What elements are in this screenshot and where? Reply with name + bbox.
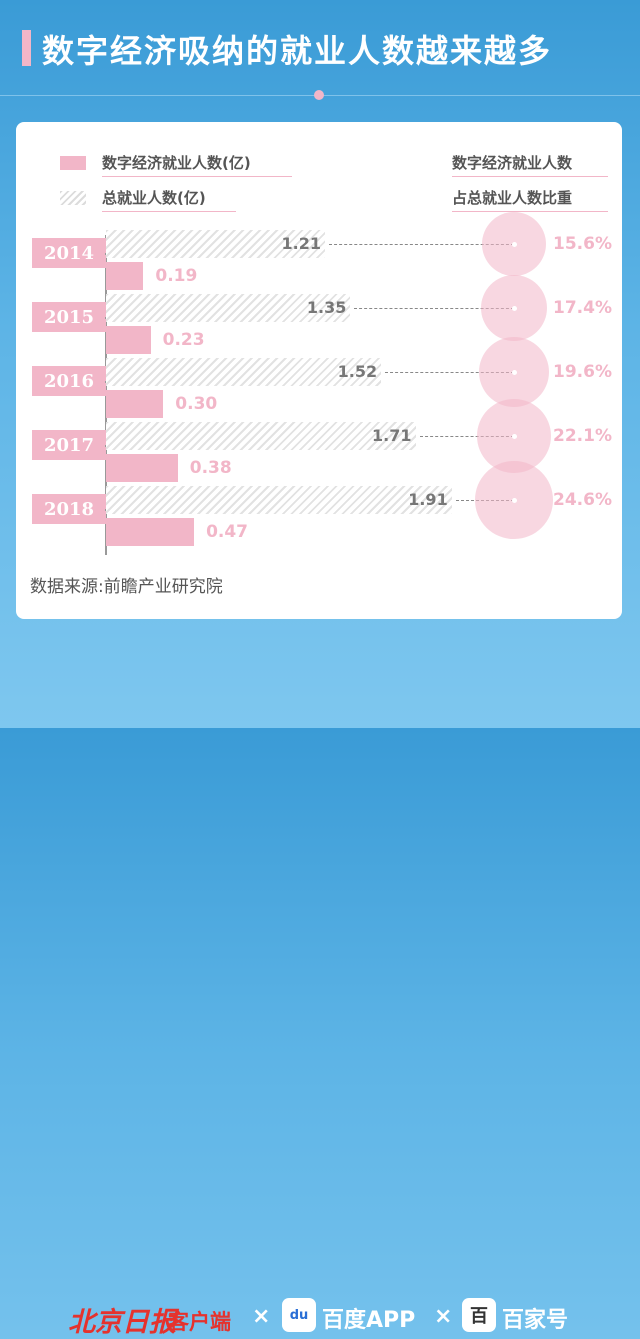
digital-value-label-2016: 0.30 (175, 394, 218, 414)
bar-total-2014 (106, 230, 325, 258)
share-circle-center-2015 (511, 306, 517, 311)
digital-value-label-2015: 0.23 (162, 330, 205, 350)
digital-value-label-2017: 0.38 (189, 458, 232, 478)
connector-line-2016 (385, 372, 514, 373)
share-value-label-2014: 15.6% (553, 234, 612, 254)
legend-swatch-digital (60, 156, 86, 170)
separator-x-1: × (252, 1304, 271, 1329)
share-circle-center-2016 (511, 370, 517, 375)
legend-share-underline1 (452, 176, 608, 177)
title-accent-bar (22, 30, 31, 66)
legend-swatch-total (60, 191, 86, 205)
bar-total-2018 (106, 486, 452, 514)
baidu-app-label: 百度APP (322, 1308, 416, 1333)
digital-value-label-2018: 0.47 (206, 522, 249, 542)
beijing-daily-logo: 北京日报 (68, 1307, 176, 1338)
header: 数字经济吸纳的就业人数越来越多 (0, 0, 640, 110)
data-source: 数据来源:前瞻产业研究院 (30, 577, 223, 597)
year-label-2016: 2016 (32, 366, 106, 396)
legend-share-label-line1: 数字经济就业人数 (452, 154, 573, 172)
chart-card: 数字经济就业人数(亿) 总就业人数(亿) 数字经济就业人数 占总就业人数比重 数… (16, 122, 622, 619)
beijing-daily-client-label: 客户端 (168, 1310, 231, 1334)
total-value-label-2018: 1.91 (408, 490, 448, 509)
header-divider-dot (314, 90, 324, 100)
total-value-label-2014: 1.21 (281, 234, 321, 253)
bar-digital-2018 (106, 518, 195, 546)
separator-x-2: × (434, 1304, 453, 1329)
bar-total-2016 (106, 358, 382, 386)
connector-line-2014 (329, 244, 514, 245)
total-value-label-2017: 1.71 (372, 426, 412, 445)
share-value-label-2015: 17.4% (553, 298, 612, 318)
year-label-2015: 2015 (32, 302, 106, 332)
baidu-app-icon: du (282, 1298, 316, 1332)
legend-digital-underline (102, 176, 292, 177)
year-label-2018: 2018 (32, 494, 106, 524)
bar-digital-2017 (106, 454, 178, 482)
share-value-label-2018: 24.6% (553, 490, 612, 510)
footer: 北京日报 客户端 × du 百度APP × 百 百家号 (0, 640, 640, 1338)
page-title: 数字经济吸纳的就业人数越来越多 (42, 32, 553, 70)
digital-value-label-2014: 0.19 (155, 266, 198, 286)
legend-share-label-line2: 占总就业人数比重 (452, 189, 573, 207)
bar-digital-2016 (106, 390, 164, 418)
share-circle-center-2014 (511, 242, 517, 247)
year-label-2017: 2017 (32, 430, 106, 460)
bar-digital-2015 (106, 326, 151, 354)
share-value-label-2017: 22.1% (553, 426, 612, 446)
baijiahao-label: 百家号 (502, 1308, 569, 1333)
share-circle-center-2017 (511, 434, 517, 439)
total-value-label-2015: 1.35 (306, 298, 347, 317)
total-value-label-2016: 1.52 (337, 362, 378, 381)
bar-total-2017 (106, 422, 416, 450)
legend-total-label: 总就业人数(亿) (102, 189, 206, 207)
connector-line-2017 (419, 436, 514, 437)
share-circle-center-2018 (511, 498, 517, 503)
connector-line-2015 (354, 308, 514, 309)
bar-digital-2014 (106, 262, 144, 290)
year-label-2014: 2014 (32, 238, 106, 268)
baijiahao-icon: 百 (462, 1298, 496, 1332)
bar-total-2015 (106, 294, 351, 322)
legend-total-underline (102, 211, 236, 212)
share-value-label-2016: 19.6% (553, 362, 612, 382)
legend-share-underline2 (452, 211, 608, 212)
legend-digital-label: 数字经济就业人数(亿) (102, 154, 251, 172)
